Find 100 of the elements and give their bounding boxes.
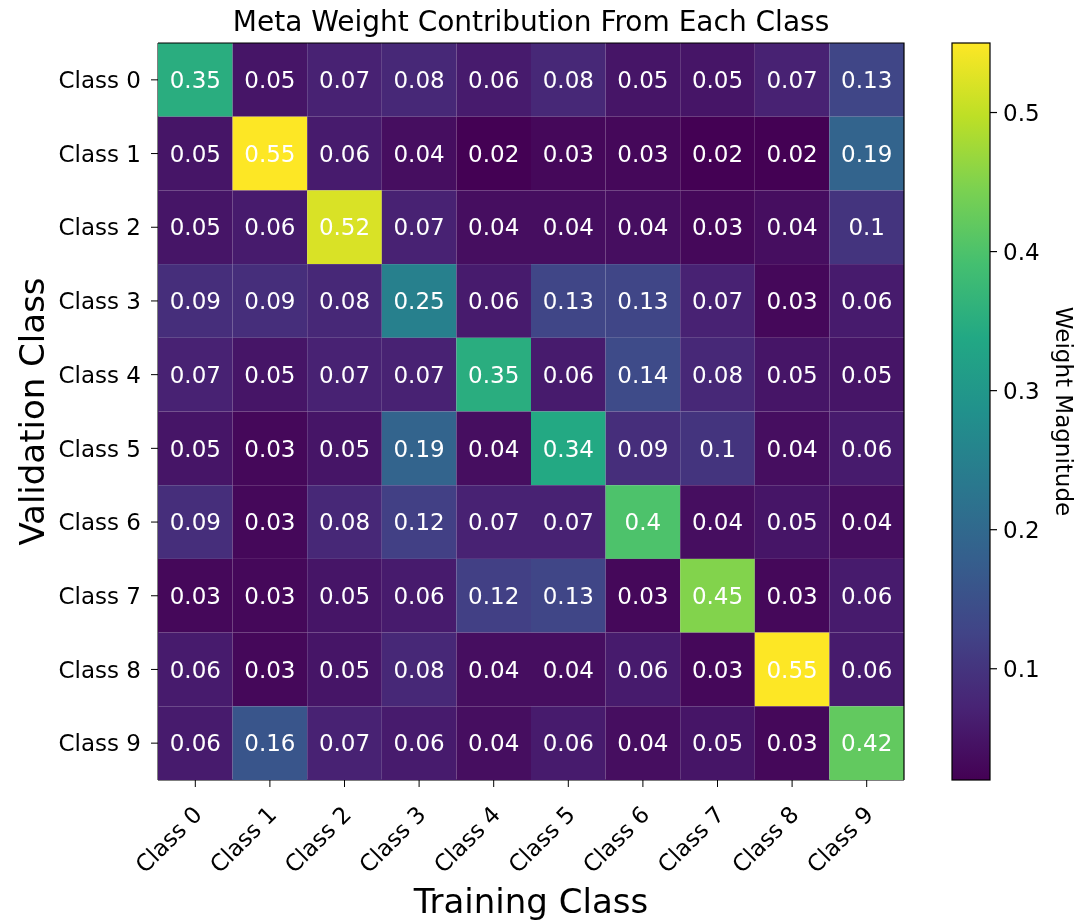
data-label: 0.03	[766, 288, 818, 315]
color-bar-title: Weight Magnitude	[1051, 306, 1077, 517]
data-label: 0.04	[468, 435, 520, 462]
data-label: 0.03	[766, 582, 818, 609]
data-label: 0.09	[169, 288, 221, 315]
data-label: 0.07	[691, 288, 744, 315]
y-tick-label: Class 1	[58, 140, 141, 167]
data-label: 0.13	[542, 582, 594, 609]
data-label: 0.05	[841, 361, 893, 388]
data-label: 0.02	[691, 140, 744, 167]
data-label: 0.04	[617, 214, 669, 241]
data-label: 0.34	[542, 435, 594, 462]
data-label: 0.08	[691, 361, 744, 388]
data-label: 0.07	[542, 509, 594, 536]
data-label: 0.06	[841, 582, 893, 609]
data-label: 0.06	[841, 435, 893, 462]
data-label: 0.06	[617, 656, 669, 683]
data-label: 0.05	[244, 361, 296, 388]
data-label: 0.04	[542, 656, 594, 683]
data-label: 0.03	[691, 214, 744, 241]
y-tick-label: Class 2	[58, 214, 141, 241]
data-label: 0.16	[244, 730, 296, 757]
data-label: 0.06	[542, 361, 594, 388]
data-label: 0.4	[624, 509, 662, 536]
data-label: 0.03	[244, 656, 296, 683]
data-label: 0.09	[169, 509, 221, 536]
data-label: 0.06	[841, 656, 893, 683]
data-label: 0.55	[244, 140, 296, 167]
data-label: 0.02	[468, 140, 520, 167]
data-label: 0.1	[848, 214, 885, 241]
data-label: 0.07	[468, 509, 520, 536]
data-label: 0.08	[318, 288, 371, 315]
data-label: 0.07	[766, 67, 818, 94]
data-label: 0.05	[691, 730, 744, 757]
y-tick-label: Class 6	[58, 509, 141, 536]
data-label: 0.04	[766, 435, 818, 462]
data-label: 0.04	[542, 214, 594, 241]
data-label: 0.06	[841, 288, 893, 315]
data-label: 0.05	[169, 214, 221, 241]
data-label: 0.05	[318, 656, 371, 683]
data-label: 0.05	[244, 67, 296, 94]
y-tick-label: Class 4	[58, 361, 141, 388]
data-label: 0.03	[244, 582, 296, 609]
data-label: 0.07	[318, 67, 371, 94]
y-tick-label: Class 7	[58, 582, 141, 609]
data-label: 0.03	[617, 140, 669, 167]
data-label: 0.04	[766, 214, 818, 241]
data-label: 0.19	[393, 435, 445, 462]
data-label: 0.1	[699, 435, 736, 462]
color-bar-label: 0.5	[1003, 99, 1040, 126]
data-label: 0.03	[542, 140, 594, 167]
y-axis-title: Validation Class	[12, 277, 52, 546]
data-label: 0.35	[468, 361, 520, 388]
data-label: 0.13	[542, 288, 594, 315]
data-label: 0.05	[169, 435, 221, 462]
data-label: 0.45	[691, 582, 744, 609]
data-label: 0.04	[468, 730, 520, 757]
data-label: 0.08	[393, 67, 445, 94]
data-label: 0.06	[169, 730, 221, 757]
y-tick-label: Class 8	[58, 656, 141, 683]
data-label: 0.12	[393, 509, 445, 536]
data-label: 0.14	[617, 361, 669, 388]
data-label: 0.12	[468, 582, 520, 609]
data-label: 0.03	[617, 582, 669, 609]
data-label: 0.06	[393, 730, 445, 757]
color-bar-label: 0.2	[1003, 516, 1040, 543]
data-label: 0.03	[691, 656, 744, 683]
data-label: 0.09	[617, 435, 669, 462]
data-label: 0.03	[766, 730, 818, 757]
data-label: 0.06	[318, 140, 371, 167]
data-label: 0.13	[617, 288, 669, 315]
data-label: 0.07	[169, 361, 221, 388]
data-label: 0.08	[542, 67, 594, 94]
data-label: 0.02	[766, 140, 818, 167]
chart-title: Meta Weight Contribution From Each Class	[232, 5, 830, 38]
data-label: 0.19	[841, 140, 893, 167]
data-label: 0.13	[841, 67, 893, 94]
data-label: 0.08	[318, 509, 371, 536]
data-label: 0.06	[393, 582, 445, 609]
data-label: 0.06	[169, 656, 221, 683]
color-bar-label: 0.3	[1003, 377, 1040, 404]
data-label: 0.55	[766, 656, 818, 683]
data-label: 0.04	[691, 509, 744, 536]
data-label: 0.07	[393, 214, 445, 241]
data-label: 0.07	[393, 361, 445, 388]
data-label: 0.35	[169, 67, 221, 94]
data-label: 0.06	[244, 214, 296, 241]
color-bar-label: 0.1	[1003, 655, 1040, 682]
data-label: 0.52	[318, 214, 371, 241]
data-label: 0.25	[393, 288, 445, 315]
data-label: 0.05	[766, 361, 818, 388]
data-label: 0.04	[468, 214, 520, 241]
data-label: 0.04	[468, 656, 520, 683]
x-axis-title: Training Class	[412, 881, 649, 921]
data-label: 0.07	[318, 361, 371, 388]
color-bar-label: 0.4	[1003, 238, 1040, 265]
data-label: 0.05	[766, 509, 818, 536]
y-tick-label: Class 5	[58, 435, 141, 462]
y-tick-label: Class 9	[58, 730, 141, 757]
data-label: 0.05	[318, 582, 371, 609]
